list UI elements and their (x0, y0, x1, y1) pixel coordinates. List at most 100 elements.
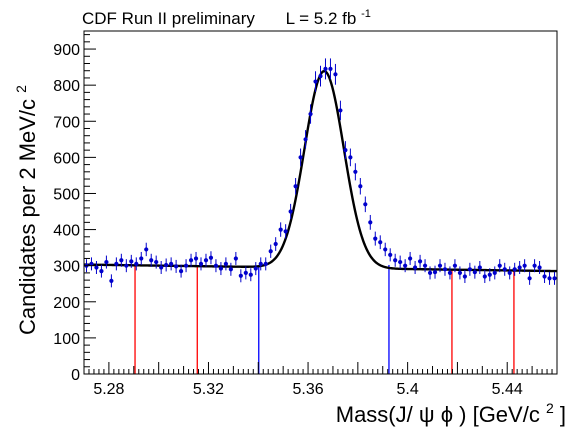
data-point (109, 274, 114, 288)
data-point (164, 258, 169, 272)
data-point-marker (398, 259, 403, 265)
data-point-marker (378, 240, 383, 245)
data-point (532, 259, 537, 273)
data-point-marker (527, 276, 532, 281)
data-point (223, 257, 228, 271)
data-point-marker (258, 261, 263, 266)
x-axis-label-unit: ) [GeV/c (459, 402, 540, 427)
data-point (89, 257, 94, 271)
y-tick-label: 800 (53, 78, 80, 95)
x-axis-label-base: Mass(J/ (336, 402, 414, 427)
data-point (363, 196, 368, 213)
data-point-marker (263, 261, 268, 266)
data-point-marker (253, 266, 258, 271)
x-tick-label: 5.4 (397, 381, 419, 398)
data-point (129, 254, 134, 268)
data-point (233, 251, 238, 265)
data-point-marker (517, 265, 522, 270)
data-point-marker (114, 261, 119, 266)
data-point-marker (328, 66, 333, 72)
data-point-marker (278, 227, 283, 232)
data-point-marker (129, 259, 134, 264)
data-point (457, 266, 463, 280)
data-point (422, 259, 428, 273)
data-point (328, 58, 333, 80)
data-point (193, 251, 199, 265)
data-point (178, 264, 184, 278)
data-point (183, 259, 189, 273)
x-tick-label: 5.28 (93, 381, 124, 398)
data-point (248, 268, 253, 282)
data-point (144, 242, 149, 257)
y-tick-label: 200 (53, 295, 80, 312)
data-point (258, 257, 263, 271)
data-point (218, 262, 224, 276)
data-point-marker (388, 252, 393, 257)
y-tick-label: 100 (53, 331, 80, 348)
y-axis-label: Candidates per 2 MeV/c 2 (13, 85, 40, 335)
chart-title: CDF Run II preliminary L = 5.2 fb -1 (82, 8, 371, 28)
x-tick-label: 5.32 (193, 381, 224, 398)
data-point-marker (318, 74, 323, 79)
data-point-marker (94, 265, 99, 270)
data-point (268, 244, 273, 258)
data-point-marker (288, 209, 293, 214)
data-point (547, 271, 552, 285)
y-tick-label: 300 (53, 259, 80, 276)
title-experiment: CDF Run II preliminary (82, 9, 255, 28)
data-point-marker (477, 265, 482, 270)
data-point-marker (368, 220, 373, 225)
data-point (124, 259, 129, 273)
data-point-marker (203, 258, 209, 263)
data-point (253, 262, 258, 276)
data-point (243, 266, 248, 280)
data-point-marker (144, 247, 149, 252)
data-point (278, 222, 283, 237)
data-point (203, 253, 209, 267)
data-point-marker (89, 261, 94, 266)
data-point (303, 130, 308, 149)
data-point-marker (198, 261, 204, 266)
data-point-marker (393, 258, 398, 263)
data-point (313, 71, 318, 92)
title-luminosity-exponent: -1 (361, 8, 371, 20)
data-point (213, 259, 219, 273)
data-point-marker (427, 270, 433, 276)
data-point-marker (323, 66, 328, 72)
data-point (522, 259, 527, 273)
y-axis-label-exponent: 2 (13, 85, 29, 93)
data-point-marker (228, 267, 233, 272)
data-point-marker (238, 273, 243, 278)
data-point-marker (487, 272, 492, 277)
data-point-marker (104, 259, 109, 265)
data-point-marker (293, 184, 298, 189)
data-point-marker (99, 269, 104, 274)
data-point-marker (243, 270, 248, 276)
data-point-marker (248, 272, 253, 277)
data-point-marker (492, 270, 497, 276)
data-point-marker (417, 259, 423, 264)
data-point (263, 257, 268, 271)
data-point (338, 100, 343, 121)
data-point-marker (373, 236, 378, 241)
y-tick-label: 400 (53, 223, 80, 240)
data-point (512, 262, 517, 276)
data-point (169, 257, 174, 271)
data-point-marker (193, 256, 199, 261)
data-point (288, 203, 293, 220)
data-point (487, 268, 492, 282)
data-point (432, 265, 438, 279)
data-point-marker (348, 155, 353, 160)
data-point (383, 242, 388, 257)
data-point-marker (547, 276, 552, 281)
data-point (492, 266, 497, 280)
data-point-marker (552, 276, 557, 281)
data-point (119, 253, 124, 267)
data-point-marker (208, 255, 214, 260)
plot-frame (83, 30, 558, 375)
data-point-marker (532, 263, 537, 268)
data-point-marker (188, 258, 194, 263)
y-tick-label: 0 (71, 367, 80, 384)
data-point-marker (482, 274, 487, 279)
data-point-marker (159, 265, 164, 270)
